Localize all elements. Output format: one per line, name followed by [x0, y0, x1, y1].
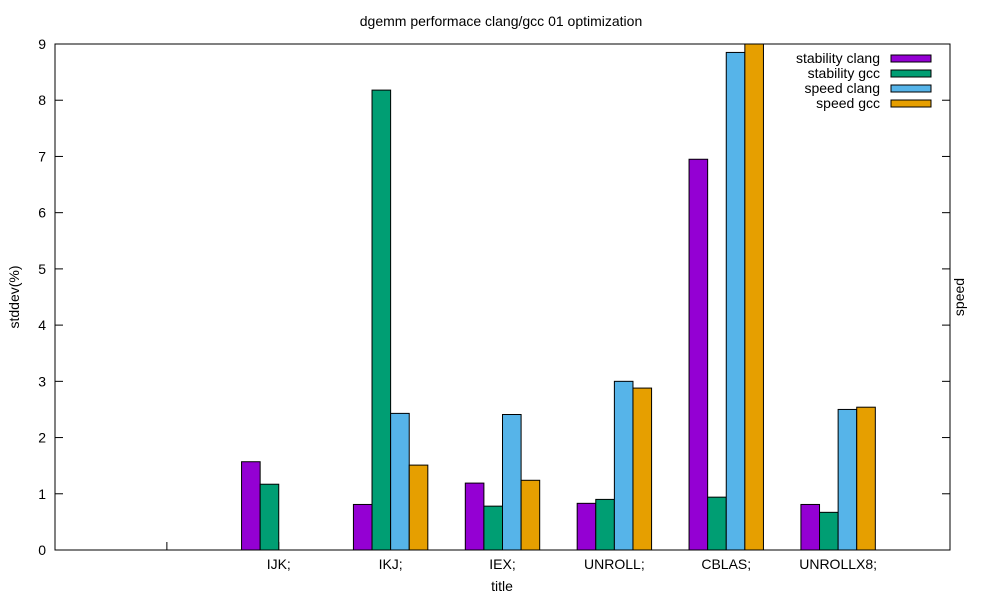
bar — [688, 158, 709, 551]
chart-title: dgemm performace clang/gcc 01 optimizati… — [360, 13, 642, 29]
legend-swatch — [890, 84, 932, 93]
y-tick-label: 8 — [38, 92, 46, 108]
bar — [837, 408, 858, 551]
bar — [371, 89, 392, 551]
bar — [502, 414, 522, 551]
legend-swatch — [890, 69, 932, 78]
bar — [259, 483, 280, 551]
bar — [576, 502, 597, 551]
bar — [744, 43, 764, 551]
x-axis-ticks: IJK; IKJ; IEX; UNROLL; CBLAS; UNROLLX8; — [166, 542, 877, 572]
legend-label: stability clang — [796, 50, 880, 66]
bar — [352, 503, 373, 551]
bars — [241, 43, 876, 551]
y-tick-label: 0 — [38, 542, 46, 558]
bar — [390, 412, 410, 551]
bar — [800, 503, 821, 551]
y-tick-label: 3 — [38, 373, 46, 389]
x-tick-label: CBLAS; — [701, 556, 751, 572]
bar — [725, 51, 746, 551]
legend-swatch — [890, 99, 932, 108]
bar — [819, 511, 839, 551]
bar — [464, 482, 485, 551]
legend-label: stability gcc — [808, 65, 880, 81]
x-tick-label: IJK; — [267, 556, 291, 572]
x-tick-label: IKJ; — [379, 556, 403, 572]
y-axis-label: stddev(%) — [6, 265, 22, 328]
bar — [595, 498, 615, 551]
x-tick-label: UNROLL; — [584, 556, 645, 572]
bar — [707, 496, 727, 551]
y-tick-label: 1 — [38, 486, 46, 502]
bar — [241, 461, 261, 551]
legend-label: speed gcc — [816, 95, 880, 111]
y-tick-label: 5 — [38, 261, 46, 277]
bar — [483, 505, 503, 551]
x-axis-label: title — [491, 578, 513, 594]
bar — [613, 380, 634, 551]
bar — [520, 479, 541, 551]
x-tick-label: IEX; — [489, 556, 515, 572]
legend-label: speed clang — [804, 80, 880, 96]
bar — [856, 406, 876, 551]
legend-swatch — [890, 54, 932, 63]
y-axis-ticks: 0 1 2 3 4 5 6 7 8 9 — [38, 36, 950, 558]
y-tick-label: 7 — [38, 148, 46, 164]
y-tick-label: 4 — [38, 317, 46, 333]
y2-axis-label: speed — [951, 278, 967, 316]
y-tick-label: 6 — [38, 205, 46, 221]
x-tick-label: UNROLLX8; — [799, 556, 877, 572]
bar — [632, 387, 653, 551]
y-tick-label: 2 — [38, 430, 46, 446]
y-tick-label: 9 — [38, 36, 46, 52]
bar — [408, 464, 429, 551]
